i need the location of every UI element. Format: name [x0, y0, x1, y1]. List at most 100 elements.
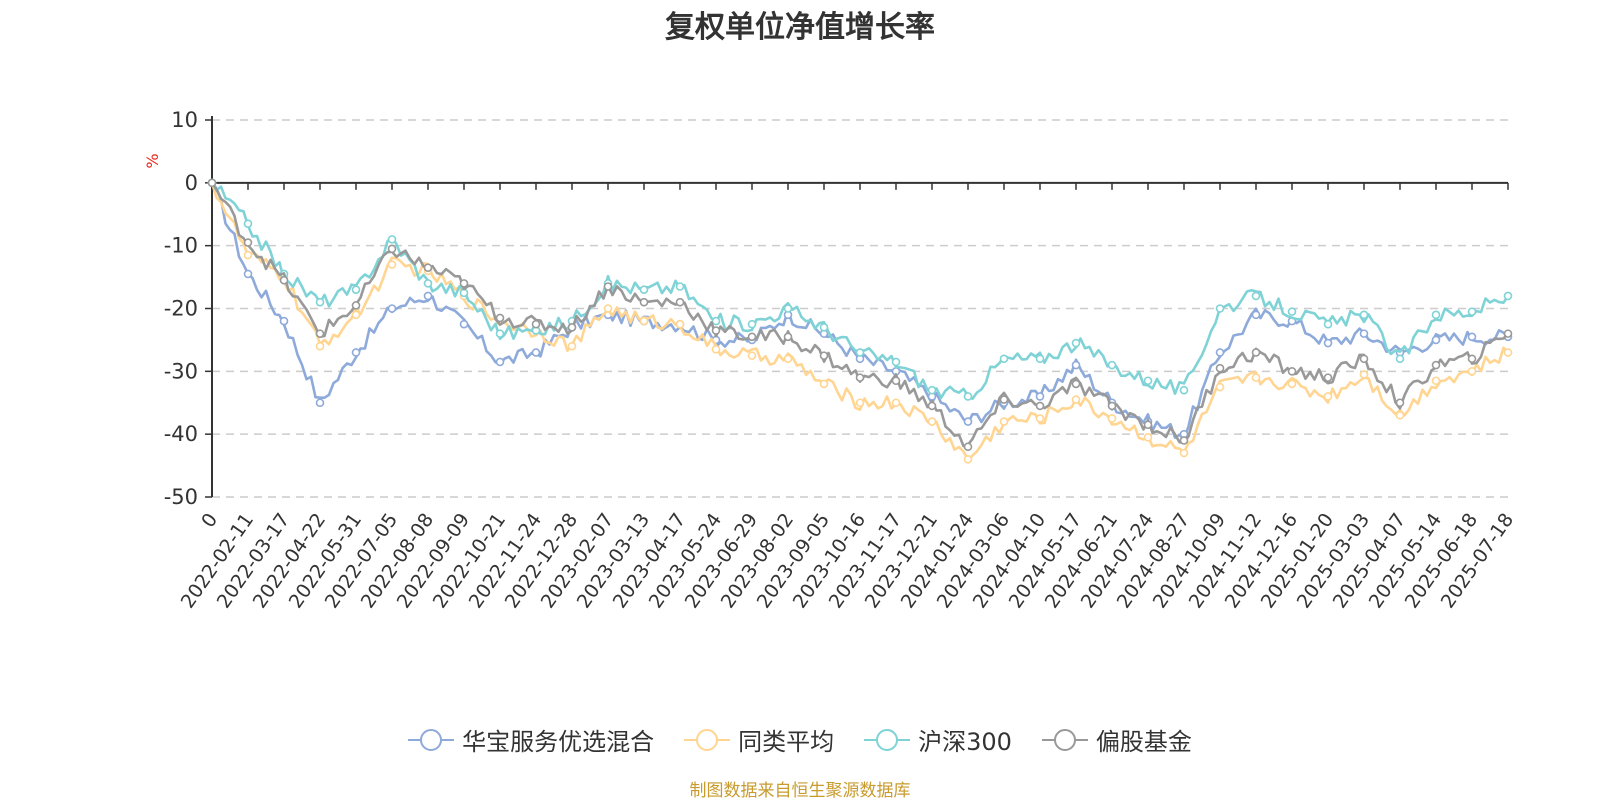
- data-point: [963, 417, 973, 426]
- data-point: [819, 323, 829, 332]
- data-point: [1107, 360, 1117, 370]
- data-point: [1251, 291, 1261, 301]
- data-point: [1395, 354, 1405, 364]
- data-point: [711, 345, 721, 354]
- legend-item[interactable]: 华宝服务优选混合: [408, 722, 654, 757]
- data-point: [1071, 360, 1081, 370]
- data-point: [603, 304, 613, 313]
- source-note: 制图数据来自恒生聚源数据库: [689, 781, 911, 801]
- data-point: [1431, 360, 1441, 370]
- data-point: [1503, 348, 1513, 357]
- x-tick-label: 0: [197, 509, 222, 532]
- data-point: [999, 395, 1009, 404]
- data-point: [891, 398, 901, 408]
- data-point: [315, 341, 325, 351]
- data-point: [1251, 373, 1261, 382]
- data-point: [315, 398, 325, 408]
- data-point: [1287, 379, 1297, 389]
- data-point: [495, 329, 505, 338]
- legend-item[interactable]: 偏股基金: [1041, 722, 1192, 757]
- data-point: [315, 297, 325, 307]
- data-point: [279, 275, 289, 285]
- data-point: [855, 398, 865, 408]
- legend-item[interactable]: 沪深300: [864, 722, 1012, 757]
- data-point: [747, 319, 757, 329]
- data-point: [927, 417, 937, 426]
- data-point: [1179, 385, 1189, 395]
- data-point: [891, 357, 901, 367]
- data-point: [1251, 348, 1261, 357]
- data-point: [1215, 363, 1225, 373]
- legend-item[interactable]: 同类平均: [684, 722, 834, 757]
- data-point: [351, 310, 361, 320]
- data-point: [1431, 376, 1441, 386]
- data-point: [387, 304, 397, 313]
- data-point: [1215, 304, 1225, 313]
- data-point: [747, 332, 757, 342]
- y-axis-label: %: [143, 153, 162, 168]
- data-point: [495, 357, 505, 367]
- data-point: [1035, 392, 1045, 401]
- y-tick-label: 10: [171, 108, 198, 132]
- data-point: [567, 323, 577, 332]
- y-tick-label: -10: [164, 234, 198, 258]
- data-point: [963, 454, 973, 464]
- data-point: [1251, 310, 1261, 320]
- data-point: [1395, 411, 1405, 420]
- data-point: [1107, 401, 1117, 411]
- data-point: [1359, 370, 1369, 379]
- chart-title: 复权单位净值增长率: [665, 10, 935, 45]
- data-point: [783, 332, 793, 342]
- data-point: [1179, 448, 1189, 458]
- legend-swatch-icon: [408, 728, 455, 752]
- data-point: [1143, 420, 1153, 430]
- legend-swatch-icon: [684, 728, 731, 752]
- data-point: [1359, 310, 1369, 320]
- data-point: [1395, 398, 1405, 408]
- data-point: [243, 250, 253, 260]
- data-point: [1359, 354, 1369, 364]
- data-point: [1323, 319, 1333, 329]
- data-point: [1323, 373, 1333, 382]
- legend-label: 华宝服务优选混合: [462, 728, 655, 756]
- data-point: [459, 279, 469, 288]
- data-point: [1215, 382, 1225, 392]
- data-point: [1503, 291, 1513, 301]
- data-point: [1035, 354, 1045, 364]
- data-point: [351, 348, 361, 357]
- data-point: [531, 319, 541, 329]
- data-point: [1467, 307, 1477, 316]
- data-point: [675, 319, 685, 329]
- data-point: [387, 235, 397, 244]
- data-point: [1467, 332, 1477, 342]
- data-point: [387, 260, 397, 269]
- data-point: [855, 373, 865, 382]
- data-point: [963, 392, 973, 401]
- data-point: [675, 297, 685, 307]
- data-point: [999, 417, 1009, 426]
- data-point: [315, 329, 325, 338]
- y-tick-label: -20: [164, 297, 198, 321]
- data-point: [1431, 310, 1441, 320]
- data-point: [351, 301, 361, 310]
- data-point: [1323, 392, 1333, 401]
- data-point: [603, 282, 613, 291]
- data-point: [1503, 329, 1513, 338]
- data-point: [423, 291, 433, 301]
- grid-lines: [212, 119, 1508, 498]
- y-tick-label: -50: [164, 485, 198, 509]
- y-tick-label: -40: [164, 422, 198, 446]
- data-point: [1071, 379, 1081, 389]
- data-point: [783, 354, 793, 364]
- data-point: [1143, 433, 1153, 442]
- data-point: [1035, 401, 1045, 411]
- data-point: [1431, 335, 1441, 345]
- data-point: [783, 304, 793, 313]
- data-point: [1215, 348, 1225, 357]
- data-point: [819, 379, 829, 389]
- legend-swatch-icon: [1041, 728, 1088, 752]
- data-point: [1179, 436, 1189, 445]
- data-point: [711, 316, 721, 326]
- data-point: [963, 442, 973, 452]
